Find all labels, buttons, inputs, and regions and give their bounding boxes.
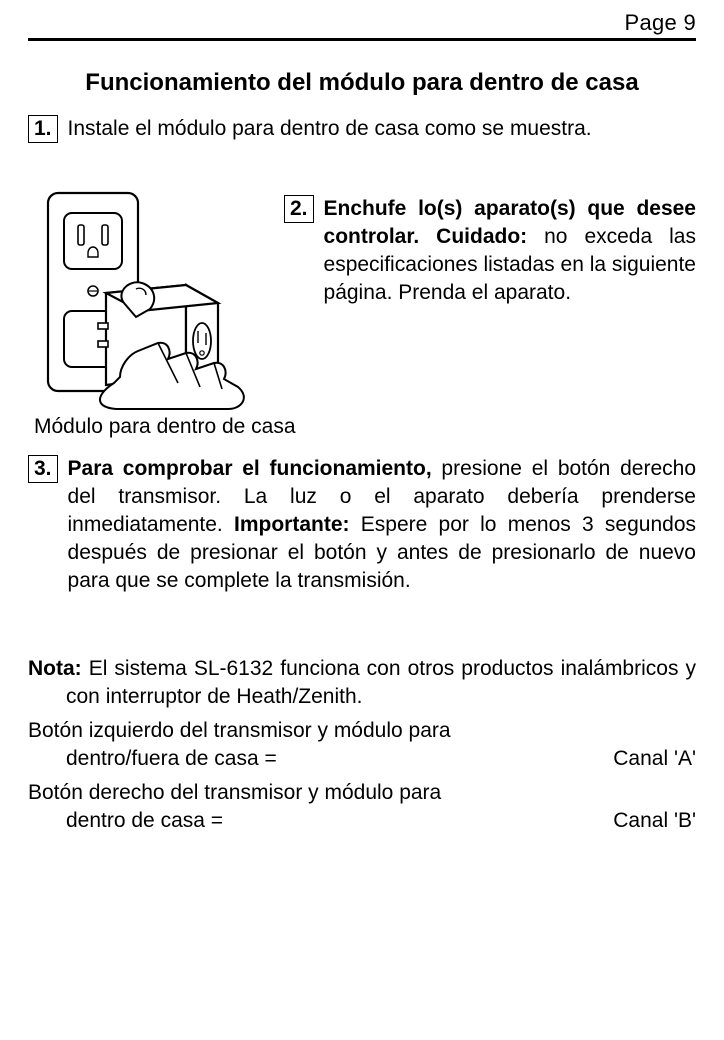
page-number: Page 9 bbox=[624, 10, 696, 36]
step-1-number: 1. bbox=[28, 115, 58, 143]
note-block: Nota: El sistema SL-6132 funciona con ot… bbox=[28, 655, 696, 711]
step-3-important: Importante: bbox=[234, 513, 350, 536]
channel-a-right: Canal 'A' bbox=[613, 745, 696, 773]
step-3-lead: Para comprobar el funcionamiento, bbox=[68, 457, 432, 480]
page-header: Page 9 bbox=[28, 10, 696, 41]
channel-b-line2: dentro de casa = Canal 'B' bbox=[28, 807, 696, 835]
step-3-number: 3. bbox=[28, 455, 58, 483]
channel-a-left: dentro/fuera de casa = bbox=[66, 745, 277, 773]
channel-b-line1: Botón derecho del transmisor y módulo pa… bbox=[28, 779, 696, 807]
step-2-text: Enchufe lo(s) aparato(s) que desee contr… bbox=[324, 195, 696, 307]
note-text: El sistema SL-6132 funciona con otros pr… bbox=[66, 657, 696, 708]
channel-b-right: Canal 'B' bbox=[613, 807, 696, 835]
note-label: Nota: bbox=[28, 657, 82, 680]
step-3: 3. Para comprobar el funcionamiento, pre… bbox=[28, 455, 696, 595]
step-1: 1. Instale el módulo para dentro de casa… bbox=[28, 115, 696, 143]
section-title: Funcionamiento del módulo para dentro de… bbox=[28, 69, 696, 97]
channel-a-line1: Botón izquierdo del transmisor y módulo … bbox=[28, 717, 696, 745]
step-3-text: Para comprobar el funcionamiento, presio… bbox=[68, 455, 696, 595]
step-2-number: 2. bbox=[284, 195, 314, 223]
channel-b-left: dentro de casa = bbox=[66, 807, 223, 835]
outlet-illustration bbox=[28, 183, 268, 413]
module-figure bbox=[28, 183, 268, 403]
figure-caption: Módulo para dentro de casa bbox=[34, 415, 696, 439]
step-2: 2. Enchufe lo(s) aparato(s) que desee co… bbox=[284, 195, 696, 307]
page: Page 9 Funcionamiento del módulo para de… bbox=[0, 0, 724, 1040]
channel-a-line2: dentro/fuera de casa = Canal 'A' bbox=[28, 745, 696, 773]
step-1-text: Instale el módulo para dentro de casa co… bbox=[68, 115, 696, 143]
figure-row: 2. Enchufe lo(s) aparato(s) que desee co… bbox=[28, 183, 696, 403]
